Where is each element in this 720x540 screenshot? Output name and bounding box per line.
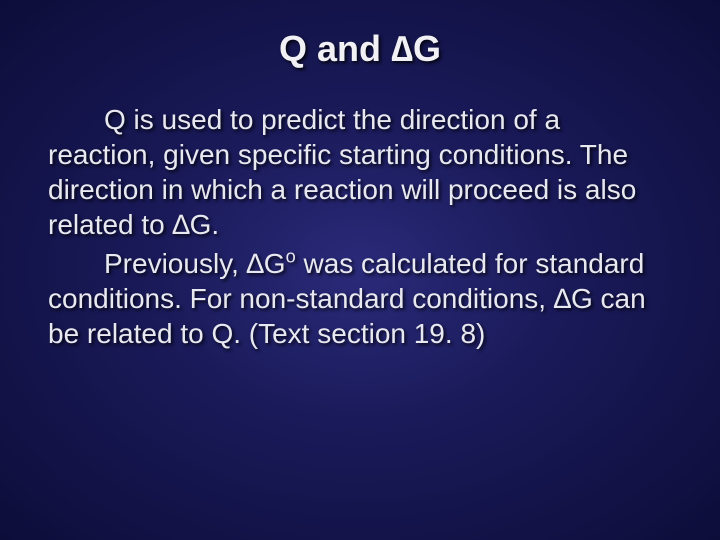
para1-text: Q is used to predict the direction of a … <box>48 104 636 240</box>
para2-text-a: Previously, ∆G <box>104 248 286 279</box>
slide-body: Q is used to predict the direction of a … <box>48 102 672 351</box>
paragraph-2: Previously, ∆Go was calculated for stand… <box>48 246 672 351</box>
paragraph-1: Q is used to predict the direction of a … <box>48 102 672 242</box>
superscript-o: o <box>286 247 296 267</box>
slide-title: Q and ∆G <box>48 28 672 70</box>
